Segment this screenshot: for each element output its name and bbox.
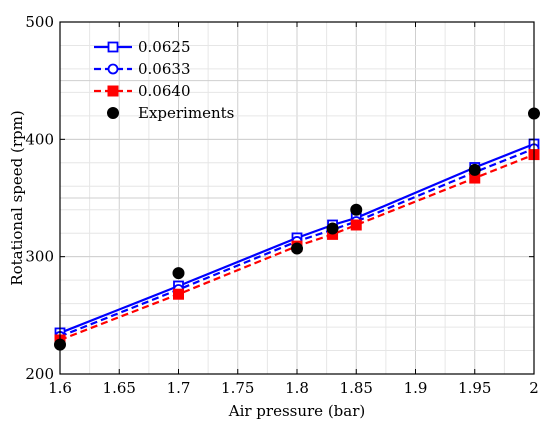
legend-marker (107, 41, 119, 53)
legend-item: 0.0640 (94, 82, 191, 100)
x-tick-label: 1.65 (103, 379, 136, 397)
legend-item: 0.0625 (94, 38, 191, 56)
x-axis-label: Air pressure (bar) (228, 402, 366, 420)
x-tick-label: 1.95 (458, 379, 491, 397)
x-tick-label: 1.85 (340, 379, 373, 397)
legend-marker (107, 63, 119, 75)
grid (59, 21, 535, 375)
legend-label: 0.0633 (138, 60, 191, 78)
x-tick-label: 1.7 (167, 379, 191, 397)
legend-marker (107, 107, 119, 119)
y-axis-label: Rotational speed (rpm) (8, 110, 26, 285)
data-point (350, 203, 363, 216)
data-point (173, 288, 184, 300)
legend-item: Experiments (107, 104, 234, 122)
y-tick-label: 400 (25, 130, 54, 148)
legend-label: 0.0625 (138, 38, 191, 56)
legend-label: Experiments (138, 104, 234, 122)
y-tick-label: 300 (25, 248, 54, 266)
x-tick-label: 2 (529, 379, 539, 397)
legend-marker (107, 85, 119, 97)
data-point (291, 242, 303, 255)
data-point (172, 267, 185, 280)
legend-label: 0.0640 (138, 82, 191, 100)
ticks-layer: 1.6 1.65 1.7 1.75 1.8 1.85 1.9 1.95 2 200 300 400 50… (25, 13, 538, 397)
legend-item: 0.0633 (94, 60, 191, 78)
x-tick-label: 1.6 (48, 379, 72, 397)
x-tick-label: 1.75 (221, 379, 254, 397)
y-tick-label: 500 (25, 13, 54, 31)
x-tick-label: 1.9 (404, 379, 428, 397)
x-tick-label: 1.8 (285, 379, 309, 397)
legend: 0.0625 0.0633 0.0640 Experiments (94, 38, 234, 122)
data-point (350, 219, 362, 231)
data-point (326, 222, 339, 235)
data-point (468, 163, 481, 176)
y-tick-label: 200 (25, 365, 54, 383)
